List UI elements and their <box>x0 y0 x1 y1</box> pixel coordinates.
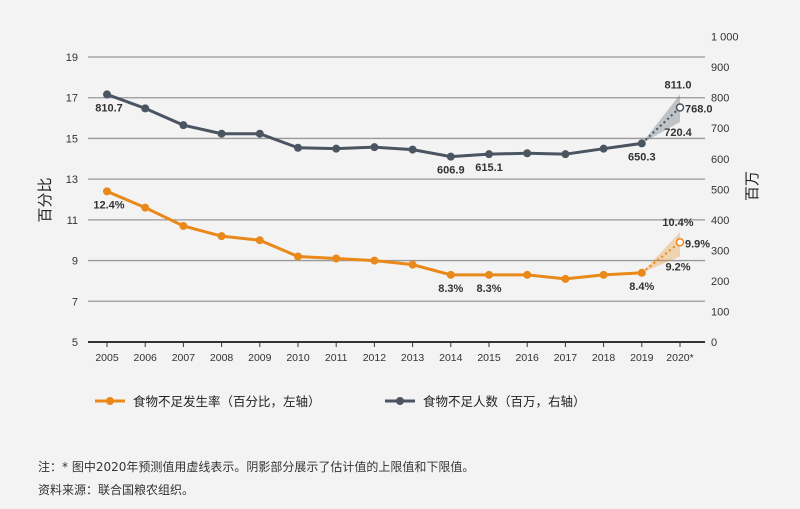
x-tick-label: 2008 <box>210 352 234 364</box>
data-point <box>332 254 341 263</box>
data-point <box>255 236 264 245</box>
x-tick-label: 2019 <box>630 352 654 364</box>
data-label: 720.4 <box>664 127 692 139</box>
y2-tick-label: 200 <box>711 276 729 288</box>
data-label: 768.0 <box>685 103 713 115</box>
data-point <box>103 90 111 99</box>
y-tick-label: 17 <box>66 93 78 105</box>
legend-marker <box>396 397 404 405</box>
data-point <box>561 274 570 283</box>
x-tick-label: 2007 <box>172 352 196 364</box>
x-tick-label: 2010 <box>286 352 310 364</box>
legend-label: 食物不足人数（百万，右轴） <box>423 394 586 409</box>
data-label: 9.2% <box>665 262 690 274</box>
y2-axis-title: 百万 <box>744 171 761 201</box>
y-tick-label: 13 <box>66 174 78 186</box>
data-point <box>179 221 188 230</box>
x-tick-label: 2018 <box>592 352 616 364</box>
y2-tick-label: 400 <box>711 215 729 227</box>
data-point <box>408 260 417 269</box>
x-tick-label: 2020* <box>666 352 693 364</box>
y-tick-label: 15 <box>66 133 78 145</box>
data-label: 8.4% <box>629 281 654 293</box>
data-point <box>179 121 188 130</box>
data-point <box>217 232 226 241</box>
data-label: 606.9 <box>437 165 465 177</box>
x-tick-label: 2011 <box>325 352 348 364</box>
x-tick-label: 2014 <box>439 352 463 364</box>
x-tick-label: 2006 <box>134 352 158 364</box>
data-point <box>446 270 455 279</box>
y2-tick-label: 300 <box>711 245 729 257</box>
data-point <box>103 187 111 196</box>
data-label: 810.7 <box>95 102 123 114</box>
data-point <box>332 144 341 153</box>
data-point <box>637 268 646 277</box>
series-line <box>106 189 642 281</box>
x-tick-label: 2016 <box>516 352 540 364</box>
data-label: 9.9% <box>685 238 710 250</box>
data-label: 12.4% <box>93 199 124 211</box>
data-point <box>217 129 226 138</box>
legend-label: 食物不足发生率（百分比，左轴） <box>133 394 321 409</box>
data-label: 650.3 <box>628 151 656 163</box>
x-tick-label: 2005 <box>95 352 119 364</box>
data-label: 8.3% <box>476 283 501 295</box>
data-point <box>485 150 493 159</box>
y2-tick-label: 0 <box>711 337 717 349</box>
y-tick-label: 19 <box>66 52 78 64</box>
y2-tick-label: 100 <box>711 306 729 318</box>
x-tick-label: 2017 <box>554 352 578 364</box>
data-point <box>255 129 264 138</box>
x-tick-label: 2012 <box>363 352 387 364</box>
y2-tick-label: 600 <box>711 154 729 166</box>
projection-range-band <box>641 94 680 144</box>
data-label: 811.0 <box>665 79 692 91</box>
projection-range-band <box>641 232 680 273</box>
data-label: 8.3% <box>438 283 463 295</box>
projection-point <box>675 238 685 247</box>
projection-line <box>641 106 681 145</box>
x-tick-label: 2015 <box>477 352 501 364</box>
y-tick-label: 7 <box>72 296 78 308</box>
data-point <box>485 270 493 279</box>
data-label: 615.1 <box>475 162 503 174</box>
footnote: 注：* 图中2020年预测值用虚线表示。阴影部分展示了估计值的上限值和下限值。 <box>38 460 475 474</box>
data-point <box>141 203 150 212</box>
y-tick-label: 9 <box>72 256 78 268</box>
projection-line <box>641 241 681 274</box>
projection-point <box>675 103 685 112</box>
x-tick-label: 2009 <box>248 352 272 364</box>
y-axis-title: 百分比 <box>37 177 54 222</box>
y2-tick-label: 700 <box>711 123 729 135</box>
line-chart: 5 7 9 11 13 15 17 19 0 100 200 300 400 500 600 700 800 90… <box>37 32 761 409</box>
data-point <box>294 252 302 261</box>
source-note: 资料来源：联合国粮农组织。 <box>38 483 195 497</box>
y-tick-label: 5 <box>72 337 78 349</box>
data-label: 10.4% <box>662 217 693 229</box>
data-point <box>599 270 608 279</box>
y2-tick-label: 800 <box>711 93 729 105</box>
x-tick-label: 2013 <box>401 352 425 364</box>
y-tick-label: 11 <box>67 215 78 227</box>
data-point <box>523 149 532 158</box>
y2-tick-label: 900 <box>711 62 729 74</box>
data-point <box>141 104 150 113</box>
y2-tick-label: 500 <box>711 184 729 196</box>
data-point <box>637 139 646 148</box>
data-point <box>294 143 302 152</box>
data-point <box>561 150 570 159</box>
data-point <box>370 143 379 152</box>
data-point <box>370 256 379 265</box>
y2-tick-label: 1 000 <box>711 32 739 44</box>
data-point <box>523 270 532 279</box>
data-point <box>408 145 417 154</box>
data-point <box>599 144 608 153</box>
data-point <box>446 152 455 161</box>
legend-marker <box>106 397 114 405</box>
